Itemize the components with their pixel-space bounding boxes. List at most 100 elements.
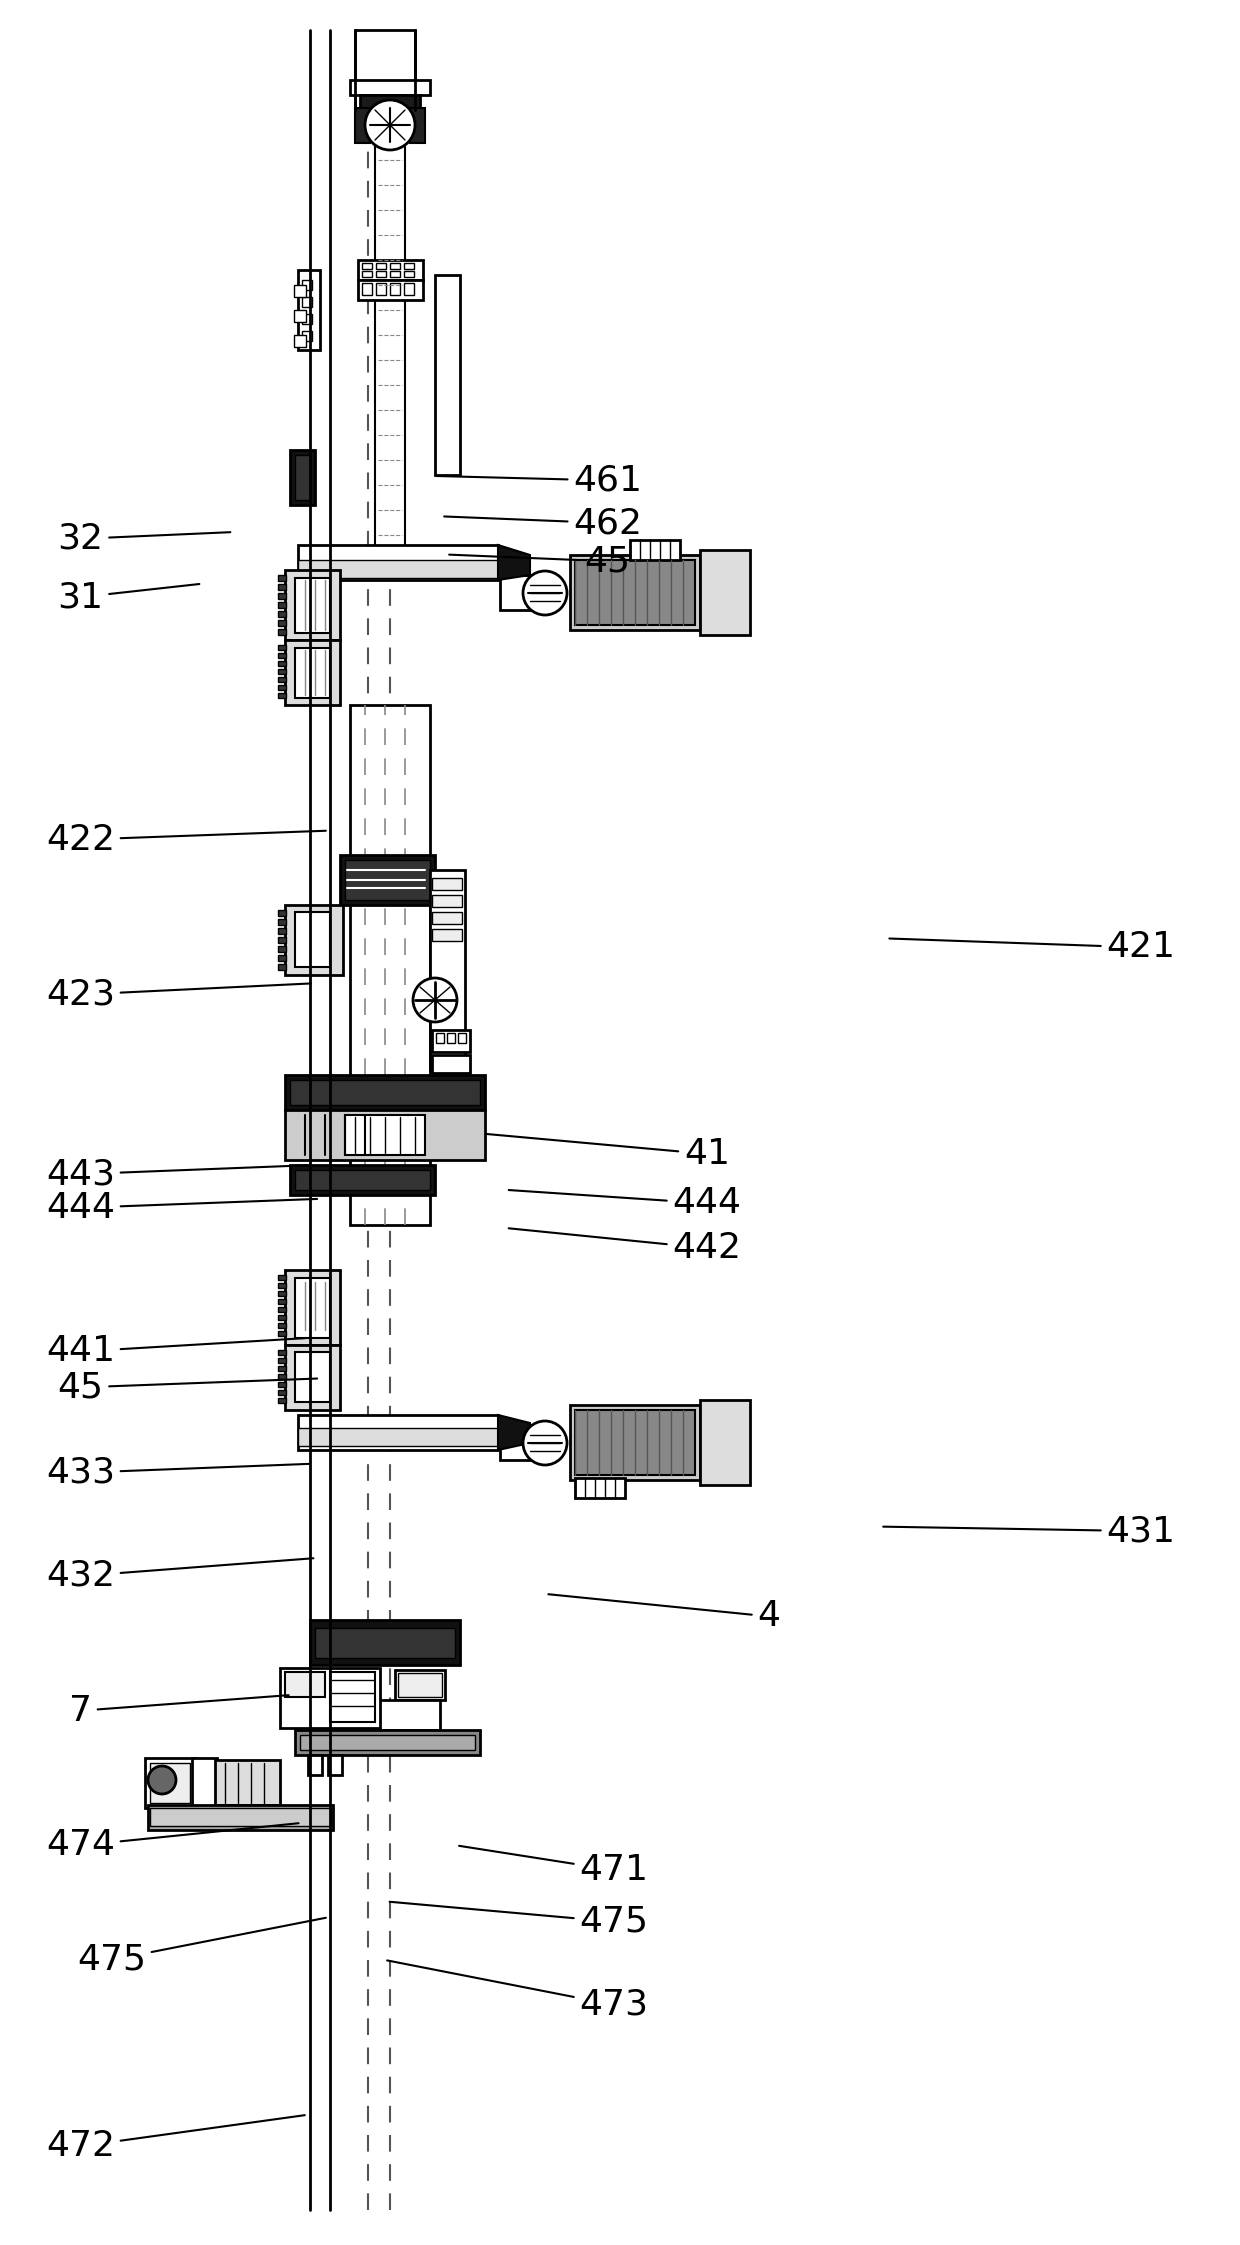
Bar	[278, 1300, 286, 1304]
Bar	[150, 1762, 190, 1803]
Bar	[278, 575, 286, 581]
Bar	[362, 263, 372, 269]
Bar	[575, 559, 694, 624]
Text: 433: 433	[46, 1455, 310, 1491]
Polygon shape	[498, 546, 529, 579]
Bar	[376, 272, 386, 276]
Text: 461: 461	[436, 462, 642, 498]
Bar	[278, 694, 286, 698]
Bar	[285, 1075, 485, 1109]
Bar	[278, 1349, 286, 1356]
Bar	[404, 263, 414, 269]
Bar	[355, 29, 415, 110]
Bar	[436, 1033, 444, 1044]
Circle shape	[523, 1421, 567, 1466]
Bar	[330, 1673, 374, 1722]
Bar	[278, 660, 286, 667]
Bar	[575, 1477, 625, 1497]
Bar	[290, 1080, 480, 1105]
Bar	[295, 456, 310, 501]
Text: 471: 471	[459, 1845, 649, 1888]
Bar	[575, 1410, 694, 1475]
Bar	[278, 602, 286, 608]
Bar	[148, 1805, 334, 1830]
Bar	[300, 1735, 475, 1751]
Bar	[329, 1756, 342, 1776]
Bar	[278, 1358, 286, 1363]
Text: 475: 475	[389, 1902, 649, 1940]
Bar	[308, 1756, 322, 1776]
Bar	[432, 896, 463, 907]
Text: 423: 423	[46, 977, 311, 1012]
Bar	[404, 283, 414, 294]
Bar	[570, 555, 701, 631]
Bar	[295, 649, 330, 698]
Text: 45: 45	[449, 543, 631, 579]
Text: 45: 45	[57, 1369, 317, 1405]
Bar	[294, 335, 306, 348]
Bar	[432, 1055, 470, 1073]
Text: 32: 32	[57, 521, 231, 557]
Bar	[435, 274, 460, 476]
Text: 31: 31	[57, 579, 200, 615]
Bar	[500, 1426, 551, 1459]
Bar	[278, 584, 286, 590]
Text: 462: 462	[444, 505, 642, 541]
Bar	[285, 1109, 485, 1161]
Circle shape	[365, 101, 415, 150]
Bar	[285, 570, 340, 640]
Bar	[150, 1807, 331, 1825]
Text: 421: 421	[889, 929, 1176, 965]
Bar	[278, 1307, 286, 1311]
Text: 431: 431	[883, 1513, 1176, 1549]
Bar	[278, 936, 286, 943]
Bar	[303, 330, 312, 341]
Text: 422: 422	[46, 822, 326, 858]
Bar	[285, 640, 340, 705]
Bar	[391, 283, 401, 294]
Bar	[360, 94, 420, 135]
Bar	[278, 611, 286, 617]
Bar	[278, 1390, 286, 1394]
Bar	[278, 1282, 286, 1289]
Bar	[430, 871, 465, 1071]
Bar	[278, 593, 286, 599]
Bar	[570, 1405, 701, 1479]
Text: 4: 4	[548, 1594, 780, 1634]
Bar	[278, 1322, 286, 1329]
Text: 441: 441	[46, 1334, 305, 1369]
Bar	[278, 669, 286, 674]
Bar	[295, 1277, 330, 1338]
Bar	[315, 1628, 455, 1659]
Bar	[278, 685, 286, 689]
Bar	[630, 541, 680, 559]
Text: 472: 472	[46, 2115, 305, 2164]
Bar	[376, 263, 386, 269]
Bar	[345, 1116, 425, 1154]
Bar	[280, 1668, 379, 1729]
Bar	[303, 281, 312, 290]
Bar	[303, 296, 312, 308]
Bar	[458, 1033, 466, 1044]
Bar	[374, 146, 405, 575]
Bar	[350, 705, 430, 1226]
Text: 473: 473	[387, 1960, 649, 2023]
Bar	[278, 620, 286, 626]
Bar	[278, 1316, 286, 1320]
Text: 443: 443	[46, 1156, 308, 1192]
Bar	[432, 911, 463, 925]
Bar	[278, 963, 286, 970]
Bar	[278, 918, 286, 925]
Bar	[362, 283, 372, 294]
Bar	[290, 1165, 435, 1194]
Bar	[278, 629, 286, 635]
Bar	[295, 1351, 330, 1401]
Bar	[432, 1030, 470, 1053]
Bar	[298, 1428, 498, 1446]
Bar	[701, 1401, 750, 1484]
Bar	[358, 260, 423, 281]
Bar	[298, 269, 320, 350]
Bar	[404, 272, 414, 276]
Bar	[298, 559, 498, 577]
Bar	[278, 1365, 286, 1372]
